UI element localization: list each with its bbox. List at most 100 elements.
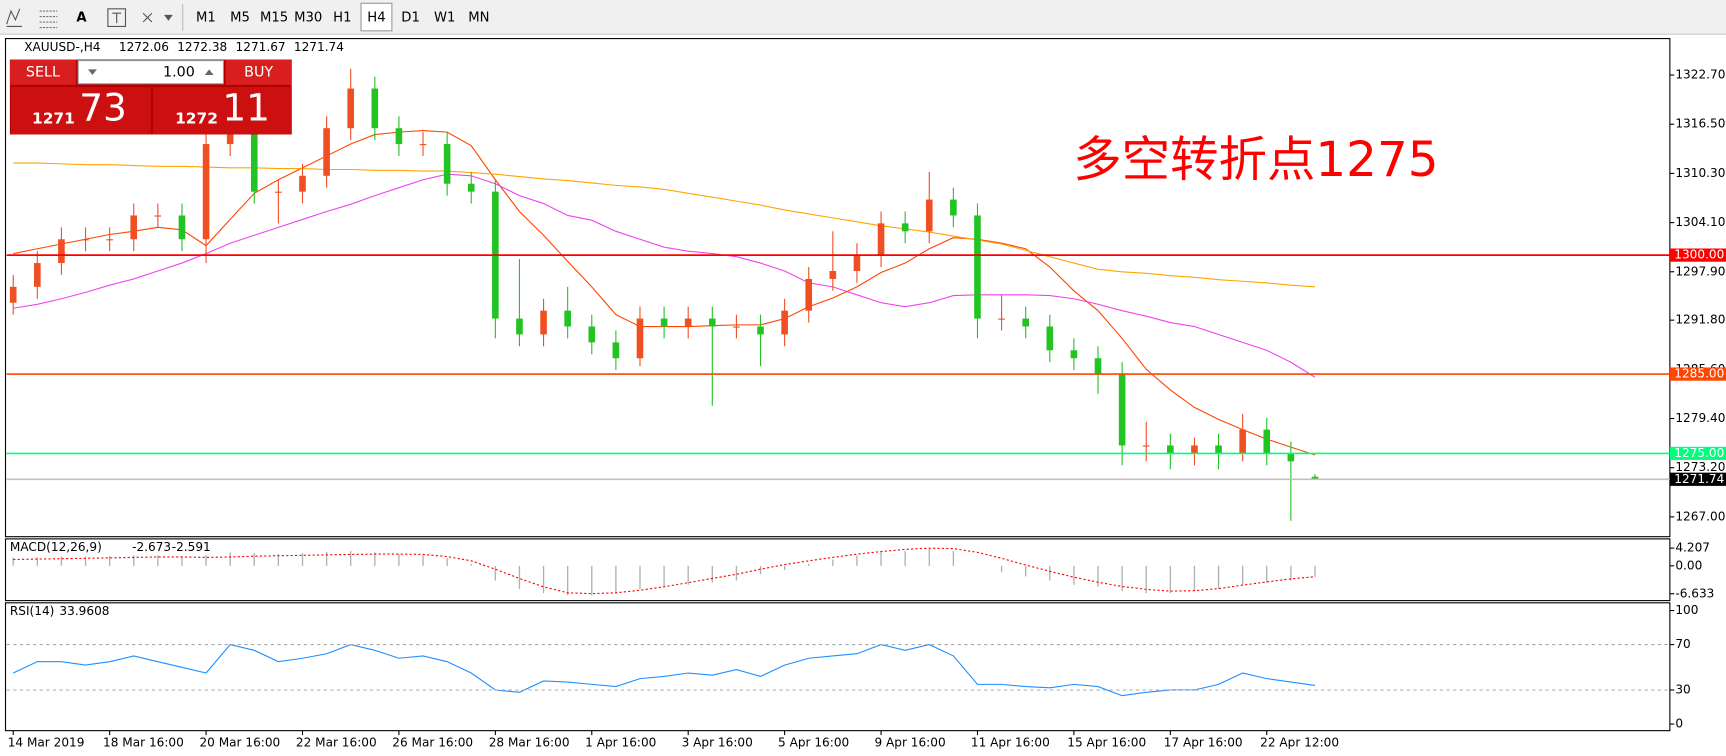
sell-price-box[interactable] xyxy=(11,87,151,135)
x-tick-label: 28 Mar 16:00 xyxy=(489,735,570,749)
sell-price-small[interactable]: 1271 xyxy=(32,110,75,128)
candle-body xyxy=(395,128,403,145)
level-box xyxy=(1669,248,1726,262)
sell-button[interactable] xyxy=(9,59,76,85)
x-tick-label: 5 Apr 16:00 xyxy=(778,735,849,749)
x-tick-label: 1 Apr 16:00 xyxy=(585,735,656,749)
candle-body xyxy=(467,183,475,192)
y-tick-label: -6.633 xyxy=(1675,586,1714,600)
candle-body xyxy=(347,88,355,129)
timeframe-button[interactable]: M5 xyxy=(230,11,250,26)
symbol: XAUUSD-,H4 xyxy=(24,40,101,54)
y-tick-label: 1316.50 xyxy=(1675,117,1725,131)
candle-body xyxy=(58,239,65,264)
candle-body xyxy=(588,326,596,343)
candle-body xyxy=(612,342,620,359)
candle-body xyxy=(250,128,258,192)
rsi-value: 33.9608 xyxy=(59,604,109,618)
y-tick-label: 0 xyxy=(1675,717,1683,731)
tool-text[interactable]: A xyxy=(76,11,87,26)
candle-body xyxy=(829,270,837,279)
candle-body xyxy=(1070,350,1078,359)
macd-value: -2.673 xyxy=(132,540,171,554)
trade-panel: SELL BUY 1.00 1271 73 1272 11 xyxy=(9,59,292,135)
buy-price-big[interactable]: 11 xyxy=(222,86,270,130)
candle-body xyxy=(1263,429,1271,454)
candle-body xyxy=(130,215,138,240)
ohlc-value: 1272.38 xyxy=(177,40,227,54)
main-frame xyxy=(4,38,1671,538)
timeframe-button[interactable]: M15 xyxy=(260,11,288,26)
candle-body xyxy=(853,255,861,271)
y-tick-label: 100 xyxy=(1675,603,1698,617)
x-tick-label: 22 Mar 16:00 xyxy=(296,735,377,749)
buy-label[interactable]: BUY xyxy=(244,65,273,81)
timeframe-button[interactable]: D1 xyxy=(401,11,420,26)
candle-body xyxy=(106,239,113,241)
candle-body xyxy=(950,199,957,216)
candle-body xyxy=(781,310,788,335)
candle-body xyxy=(1118,374,1126,446)
ohlc-value: 1272.06 xyxy=(119,40,169,54)
timeframe-button[interactable]: MN xyxy=(468,11,489,26)
y-tick-label: 1304.10 xyxy=(1675,215,1725,229)
candle-body xyxy=(1239,429,1246,454)
macd-signal-value: -2.591 xyxy=(172,540,211,554)
x-tick-label: 9 Apr 16:00 xyxy=(874,735,945,749)
buy-price-box[interactable] xyxy=(153,87,292,135)
timeframe-button[interactable]: H1 xyxy=(333,11,351,26)
candle-body xyxy=(1215,445,1222,454)
rsi-label: RSI(14) xyxy=(10,604,55,618)
timeframe-button[interactable]: W1 xyxy=(434,11,455,26)
candle-body xyxy=(202,144,210,240)
buy-price-small[interactable]: 1272 xyxy=(175,110,218,128)
lot-value[interactable]: 1.00 xyxy=(163,65,195,81)
tool-icon[interactable] xyxy=(112,12,122,24)
candle-body xyxy=(275,191,282,193)
timeframe-button[interactable]: H4 xyxy=(367,11,385,26)
tool-icon[interactable] xyxy=(39,10,58,29)
y-tick-label: 1310.30 xyxy=(1675,166,1725,180)
candle-body xyxy=(516,318,523,335)
x-tick-label: 14 Mar 2019 xyxy=(8,735,85,749)
candle-body xyxy=(323,128,330,176)
moving-average xyxy=(13,162,1316,288)
candle-body xyxy=(974,215,981,319)
buy-button[interactable] xyxy=(225,59,292,85)
moving-average xyxy=(13,173,1316,378)
candle-body xyxy=(82,239,89,241)
candle-body xyxy=(226,128,234,145)
sell-price-big[interactable]: 73 xyxy=(79,86,127,130)
timeframe-button[interactable]: M1 xyxy=(196,11,216,26)
toolbar: A xyxy=(0,0,1726,35)
rsi-frame xyxy=(4,602,1671,732)
y-tick-label: 4.207 xyxy=(1675,541,1710,555)
candle-body xyxy=(901,223,909,232)
tool-icon[interactable] xyxy=(6,8,23,27)
tool-icon[interactable] xyxy=(107,8,127,27)
candle-body xyxy=(1142,445,1150,447)
candle-body xyxy=(1167,445,1174,454)
sell-label[interactable]: SELL xyxy=(26,65,60,81)
candle-body xyxy=(1191,445,1198,454)
candle-body xyxy=(684,318,692,327)
x-tick-label: 17 Apr 16:00 xyxy=(1164,735,1243,749)
rsi-line xyxy=(12,643,1316,697)
spin-up[interactable] xyxy=(204,69,214,75)
macd-frame xyxy=(4,538,1671,602)
timeframe-button[interactable]: M30 xyxy=(294,11,322,26)
y-tick-label: 70 xyxy=(1675,637,1690,651)
annotation: 多空转折点1275 xyxy=(1073,132,1438,188)
y-tick-label: 1279.40 xyxy=(1675,411,1725,425)
y-tick-label: 1273.20 xyxy=(1675,460,1725,474)
candle-body xyxy=(757,326,764,335)
candle-body xyxy=(877,223,885,256)
tool-icon[interactable] xyxy=(142,12,173,23)
candle-body xyxy=(636,318,644,359)
lot-input[interactable] xyxy=(77,60,225,85)
candle-body xyxy=(178,215,186,240)
x-tick-label: 15 Apr 16:00 xyxy=(1067,735,1146,749)
spin-down[interactable] xyxy=(88,69,97,75)
